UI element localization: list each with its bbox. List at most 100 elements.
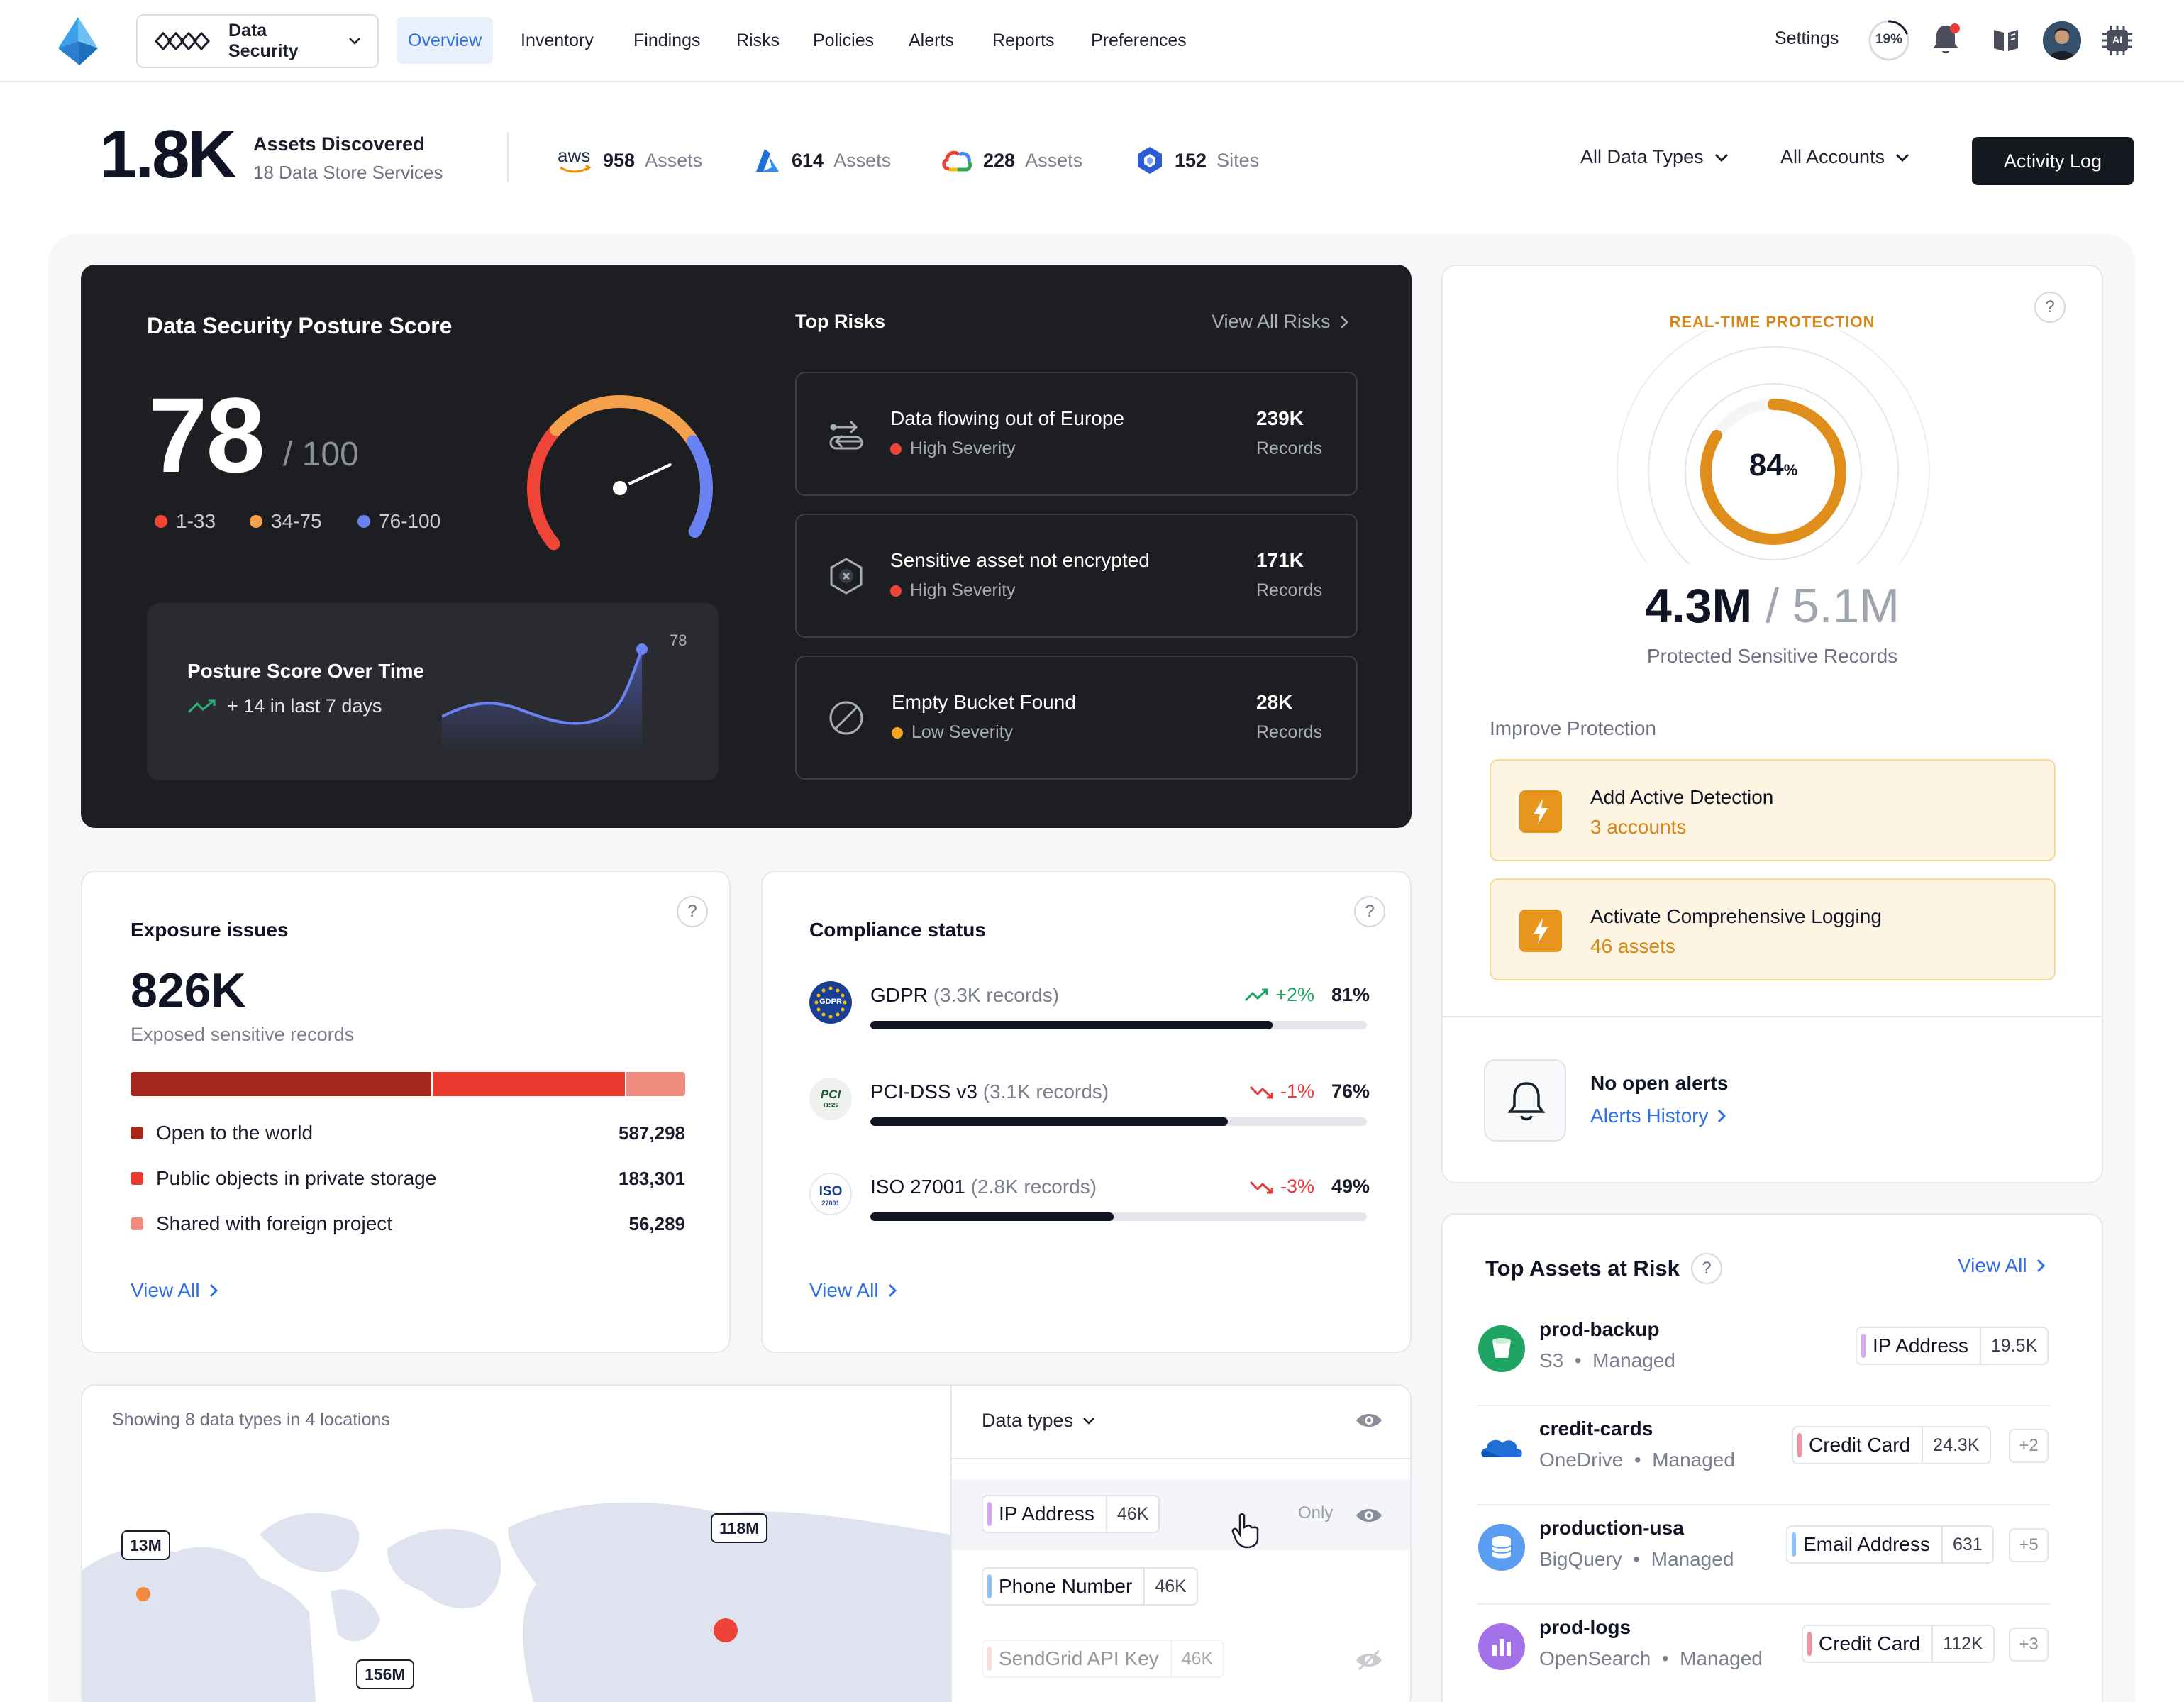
protection-ring: 84% xyxy=(1610,330,1936,564)
posture-sparkline xyxy=(442,631,655,752)
nav-alerts[interactable]: Alerts xyxy=(909,31,954,50)
map-marker-label[interactable]: 118M xyxy=(711,1513,768,1543)
nav-inventory[interactable]: Inventory xyxy=(521,31,594,50)
ai-assistant-chip-icon[interactable]: AI xyxy=(2101,24,2134,57)
azure-icon xyxy=(753,146,782,175)
data-type-chip[interactable]: Email Address 631 xyxy=(1786,1525,1994,1564)
gauge-segment xyxy=(527,423,563,551)
asset-row[interactable]: production-usa BigQuery • Managed Email … xyxy=(1477,1504,2050,1605)
provider-gcp[interactable]: 228 Assets xyxy=(941,146,1082,175)
bolt-icon xyxy=(1519,910,1562,952)
help-icon[interactable]: ? xyxy=(2034,292,2066,323)
risk-item[interactable]: Sensitive asset not encrypted High Sever… xyxy=(795,514,1358,638)
nav-preferences[interactable]: Preferences xyxy=(1091,31,1187,50)
chevron-right-icon xyxy=(1339,314,1349,330)
nav-overview[interactable]: Overview xyxy=(397,17,494,64)
compliance-view-all-link[interactable]: View All xyxy=(809,1279,897,1302)
gauge-hub xyxy=(610,478,630,498)
eye-off-icon[interactable] xyxy=(1355,1649,1383,1671)
help-icon[interactable]: ? xyxy=(1691,1253,1722,1284)
provider-azure[interactable]: 614 Assets xyxy=(753,146,891,175)
trending-up-icon xyxy=(1244,988,1270,1003)
nav-policies[interactable]: Policies xyxy=(813,31,875,50)
world-map[interactable] xyxy=(82,1428,950,1702)
product-selector[interactable]: Data Security xyxy=(136,14,379,68)
nav-findings[interactable]: Findings xyxy=(633,31,701,50)
nav-reports[interactable]: Reports xyxy=(992,31,1055,50)
over-time-delta: + 14 in last 7 days xyxy=(187,695,382,717)
aws-icon: aws xyxy=(556,145,593,175)
user-avatar[interactable] xyxy=(2043,21,2081,60)
asset-row[interactable]: credit-cards OneDrive • Managed Credit C… xyxy=(1477,1405,2050,1505)
app-logo-icon[interactable] xyxy=(55,16,99,67)
exposure-card: Exposure issues ? 826K Exposed sensitive… xyxy=(81,871,731,1353)
asset-row[interactable]: prod-logs OpenSearch • Managed Credit Ca… xyxy=(1477,1603,2050,1702)
eye-icon[interactable] xyxy=(1355,1410,1383,1431)
map-marker-label[interactable]: 13M xyxy=(121,1530,170,1560)
posture-card: Data Security Posture Score 78 / 100 1-3… xyxy=(81,265,1412,828)
protection-eyebrow: REAL-TIME PROTECTION xyxy=(1669,313,1875,331)
more-tags-button[interactable]: +2 xyxy=(2009,1429,2049,1463)
compliance-progress-fill xyxy=(870,1021,1273,1029)
view-all-risks-link[interactable]: View All Risks xyxy=(1212,311,1349,333)
compliance-progress xyxy=(870,1021,1367,1029)
top-assets-view-all-link[interactable]: View All xyxy=(1958,1254,2046,1277)
data-types-filter[interactable]: All Data Types xyxy=(1580,146,1729,168)
progress-label: 19% xyxy=(1875,32,1903,47)
activity-log-button[interactable]: Activity Log xyxy=(1972,137,2134,185)
data-type-chip[interactable]: IP Address 19.5K xyxy=(1856,1327,2049,1365)
exposure-view-all-link[interactable]: View All xyxy=(131,1279,218,1302)
setup-progress-ring[interactable]: 19% xyxy=(1867,18,1911,62)
data-types-panel: Data types IP Address 46K Only xyxy=(950,1386,1410,1702)
compliance-title: Compliance status xyxy=(809,919,986,941)
provider-sites[interactable]: 152 Sites xyxy=(1135,146,1259,175)
more-tags-button[interactable]: +5 xyxy=(2009,1528,2049,1562)
bolt-icon xyxy=(1519,790,1562,833)
legend-swatch xyxy=(131,1127,143,1139)
unencrypted-icon xyxy=(826,556,866,596)
data-type-chip[interactable]: IP Address 46K xyxy=(982,1495,1160,1533)
data-types-dropdown[interactable]: Data types xyxy=(982,1410,1096,1432)
data-type-chip[interactable]: Credit Card 112K xyxy=(1802,1625,1995,1663)
data-map-card: Showing 8 data types in 4 locations 13M … xyxy=(81,1384,1412,1702)
help-icon[interactable]: ? xyxy=(677,896,708,927)
map-marker-label[interactable]: 156M xyxy=(356,1659,414,1689)
chevron-down-icon xyxy=(1082,1416,1096,1426)
improve-title: Improve Protection xyxy=(1490,717,1656,739)
posture-title: Data Security Posture Score xyxy=(147,313,453,338)
legend-swatch xyxy=(131,1172,143,1185)
help-icon[interactable]: ? xyxy=(1354,896,1385,927)
data-type-chip[interactable]: SendGrid API Key 46K xyxy=(982,1640,1225,1678)
exposure-value: 826K xyxy=(131,963,246,1017)
trending-down-icon xyxy=(1249,1179,1275,1195)
data-type-row[interactable]: SendGrid API Key 46K xyxy=(952,1624,1410,1695)
data-type-row[interactable]: Phone Number 46K xyxy=(952,1552,1410,1623)
exposure-bar-segment xyxy=(131,1072,433,1096)
accounts-filter[interactable]: All Accounts xyxy=(1780,146,1910,168)
data-type-chip[interactable]: Credit Card 24.3K xyxy=(1792,1426,1991,1464)
eye-icon[interactable] xyxy=(1355,1505,1383,1526)
data-type-row[interactable]: IP Address 46K Only xyxy=(952,1479,1410,1550)
nav-risks[interactable]: Risks xyxy=(736,31,780,50)
exposure-subtitle: Exposed sensitive records xyxy=(131,1024,355,1045)
map-location-dot[interactable] xyxy=(136,1587,150,1601)
severity-dot xyxy=(890,443,902,455)
alerts-history-link[interactable]: Alerts History xyxy=(1590,1105,1726,1127)
improve-comprehensive-logging[interactable]: Activate Comprehensive Logging 46 assets xyxy=(1490,878,2056,980)
legend-high: 76-100 xyxy=(357,510,440,533)
data-type-chip[interactable]: Phone Number 46K xyxy=(982,1567,1198,1606)
map-location-dot[interactable] xyxy=(714,1618,738,1642)
improve-active-detection[interactable]: Add Active Detection 3 accounts xyxy=(1490,759,2056,861)
only-filter-link[interactable]: Only xyxy=(1298,1503,1334,1523)
notifications-bell-icon[interactable] xyxy=(1931,23,1961,57)
asset-row[interactable]: prod-backup S3 • Managed IP Address 19.5… xyxy=(1477,1305,2050,1406)
ai-label: AI xyxy=(2112,34,2122,45)
summary-divider xyxy=(507,132,509,182)
risk-item[interactable]: Empty Bucket Found Low Severity 28K Reco… xyxy=(795,656,1358,780)
docs-book-icon[interactable] xyxy=(1992,26,2020,54)
provider-aws[interactable]: aws 958 Assets xyxy=(556,145,702,175)
more-tags-button[interactable]: +3 xyxy=(2009,1628,2049,1662)
posture-over-time: Posture Score Over Time + 14 in last 7 d… xyxy=(147,603,719,780)
settings-link[interactable]: Settings xyxy=(1775,28,1839,48)
risk-item[interactable]: Data flowing out of Europe High Severity… xyxy=(795,372,1358,496)
